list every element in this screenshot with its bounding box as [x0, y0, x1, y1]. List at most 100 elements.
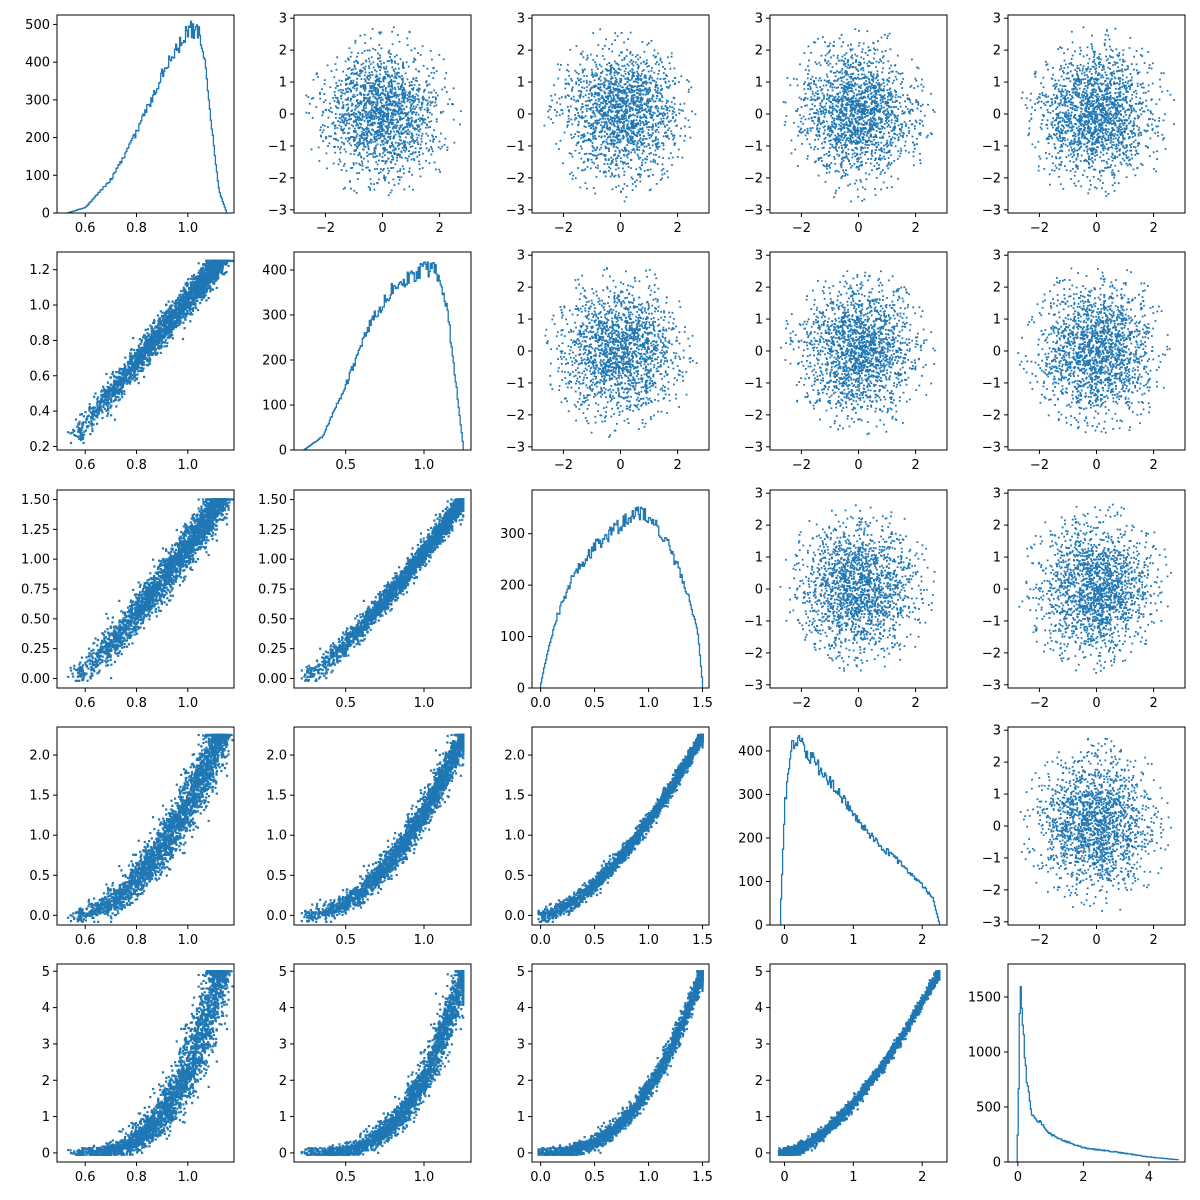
scatter-point [888, 151, 891, 153]
scatter-point [677, 148, 680, 151]
scatter-point [831, 117, 834, 120]
scatter-point [359, 113, 361, 116]
scatter-point [339, 151, 342, 154]
scatter-point [643, 76, 646, 79]
scatter-point [389, 101, 392, 103]
scatter-point [387, 75, 389, 78]
scatter-point [817, 174, 820, 177]
scatter-point [828, 112, 831, 115]
scatter-point [878, 83, 880, 86]
scatter-point [652, 153, 655, 156]
scatter-point [817, 123, 819, 126]
scatter-point [879, 117, 882, 120]
scatter-point [867, 119, 870, 122]
scatter-point [621, 89, 624, 92]
scatter-point [362, 137, 364, 140]
scatter-point [605, 122, 608, 125]
scatter-point [372, 47, 374, 50]
scatter-point [835, 138, 837, 141]
scatter-point [390, 104, 393, 106]
scatter-point [372, 103, 374, 106]
scatter-point [632, 143, 635, 146]
scatter-point [590, 98, 593, 101]
scatter-point [596, 93, 599, 96]
scatter-point [396, 145, 399, 147]
scatter-point [837, 134, 840, 137]
scatter-point [388, 60, 390, 63]
scatter-point [345, 78, 347, 80]
scatter-point [386, 60, 389, 63]
scatter-point [654, 138, 657, 141]
scatter-point [409, 146, 412, 148]
scatter-point [833, 72, 835, 74]
scatter-point [395, 54, 398, 57]
scatter-point [834, 137, 837, 140]
scatter-point [439, 171, 441, 173]
scatter-point [656, 61, 658, 63]
scatter-point [638, 149, 641, 151]
scatter-point [591, 93, 594, 96]
scatter-point [868, 105, 870, 108]
scatter-point [575, 107, 578, 110]
scatter-point [414, 96, 416, 98]
scatter-point [401, 79, 404, 82]
scatter-point [913, 87, 915, 89]
scatter-point [654, 100, 657, 103]
scatter-point [870, 127, 872, 130]
scatter-point [646, 155, 648, 158]
scatter-point [648, 88, 650, 91]
scatter-point [350, 69, 353, 71]
scatter-point [385, 96, 388, 99]
scatter-point [336, 97, 339, 100]
scatter-point [568, 110, 571, 113]
scatter-point [636, 115, 639, 118]
scatter-point [865, 80, 867, 82]
scatter-point [689, 136, 692, 139]
scatter-point [341, 113, 344, 116]
scatter-point [396, 94, 399, 96]
scatter-point [361, 70, 364, 72]
scatter-point [850, 103, 853, 106]
scatter-point [602, 84, 605, 87]
scatter-point [368, 74, 370, 77]
scatter-point [575, 100, 577, 103]
scatter-point [619, 89, 622, 92]
scatter-point [410, 95, 413, 98]
scatter-point [827, 89, 829, 91]
scatter-point [845, 156, 848, 158]
scatter-point [810, 78, 812, 81]
scatter-point [311, 117, 314, 119]
scatter-point [903, 121, 906, 123]
scatter-point [630, 167, 632, 170]
scatter-point [876, 162, 878, 165]
scatter-point [625, 163, 628, 165]
scatter-point [643, 123, 646, 126]
scatter-point [829, 62, 832, 65]
scatter-point [408, 167, 411, 170]
scatter-point [630, 98, 633, 100]
scatter-point [832, 105, 834, 108]
scatter-point [842, 132, 845, 135]
scatter-point [623, 83, 626, 86]
scatter-point [624, 67, 627, 70]
plot-area [305, 26, 462, 197]
scatter-point [863, 103, 865, 106]
scatter-point [398, 108, 401, 111]
scatter-point [338, 117, 341, 119]
scatter-point [622, 122, 624, 124]
scatter-point [636, 70, 638, 73]
scatter-point [637, 132, 640, 134]
scatter-point [408, 93, 411, 96]
scatter-point [375, 108, 377, 111]
scatter-point [626, 123, 629, 125]
scatter-point [410, 81, 413, 83]
scatter-point [601, 125, 604, 128]
scatter-point [321, 110, 324, 113]
scatter-point [874, 108, 877, 111]
scatter-point [400, 131, 403, 133]
scatter-point [406, 94, 409, 96]
scatter-point [351, 166, 354, 169]
scatter-point [582, 70, 585, 72]
scatter-point [901, 81, 903, 83]
scatter-point [813, 94, 816, 97]
